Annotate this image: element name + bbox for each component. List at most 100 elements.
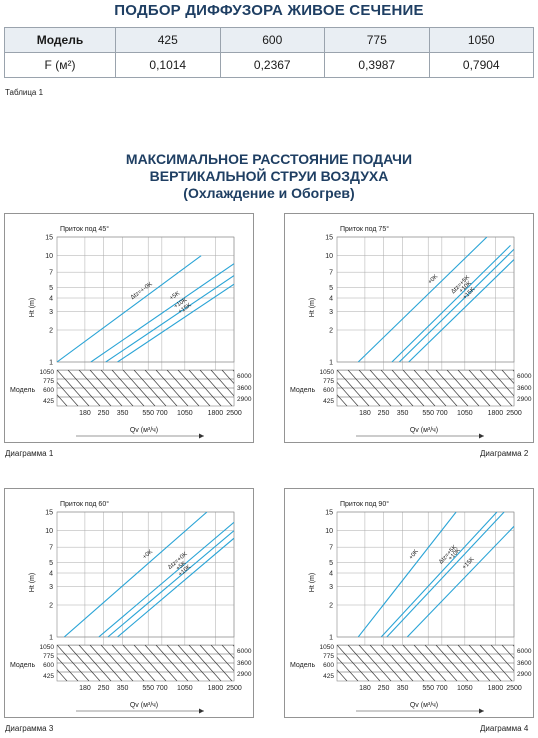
x-tick-label: 2500 — [226, 410, 242, 417]
x-tick-label: 2500 — [226, 685, 242, 692]
plot-border — [336, 511, 515, 638]
x-tick-label: 1050 — [457, 410, 473, 417]
right-tick-label: 3600 — [237, 660, 252, 667]
hatch-line — [446, 370, 480, 406]
x-tick-label: 350 — [117, 410, 129, 417]
hatch-line — [210, 645, 234, 672]
x-tick-label: 700 — [436, 410, 448, 417]
hatch-line — [358, 370, 392, 406]
table-model-cell: 775 — [324, 27, 430, 53]
hatch-line — [199, 370, 233, 406]
series-line — [357, 237, 488, 362]
diagram-caption: Диаграмма 1 — [5, 449, 54, 458]
series-label: +5K — [175, 561, 187, 573]
series-line — [63, 512, 208, 637]
y-tick-label: 3 — [49, 309, 53, 316]
chart-frame — [4, 213, 254, 443]
chart-title: Приток под 75° — [340, 225, 389, 233]
y-tick-label: 15 — [325, 510, 333, 517]
right-tick-label: 3600 — [517, 660, 532, 667]
models-label: Модель — [10, 662, 35, 669]
x-tick-label: 250 — [98, 410, 110, 417]
hatch-line — [479, 645, 513, 681]
hatch-line — [424, 370, 458, 406]
hatch-line — [221, 370, 234, 385]
y-tick-label: 15 — [45, 510, 53, 517]
x-tick-label: 1050 — [177, 410, 193, 417]
hatch-line — [122, 370, 156, 406]
right-tick-label: 3600 — [237, 385, 252, 392]
y-tick-label: 4 — [329, 571, 333, 578]
table-value-cell: 0,2367 — [219, 52, 325, 78]
hatch-line — [144, 370, 178, 406]
hatch-line — [89, 370, 123, 406]
x-tick-label: 180 — [359, 685, 371, 692]
chart-svg: 1 2 3 4 5 7 10 15 180 250 350 550 700 1050 1800 2500 +0K… — [284, 488, 534, 718]
arrow-head-icon — [199, 708, 204, 714]
hatch-line — [78, 645, 112, 681]
x-tick-label: 250 — [378, 410, 390, 417]
y-tick-label: 4 — [49, 571, 53, 578]
x-axis-label: Qv (м³/ч) — [410, 702, 438, 709]
hatch-line — [337, 381, 359, 406]
hatch-line — [133, 370, 167, 406]
right-tick-label: 2900 — [237, 671, 252, 678]
series-line — [105, 275, 234, 362]
model-tick-label: 600 — [43, 387, 54, 394]
hatch-line — [358, 645, 392, 681]
hatch-line — [188, 645, 222, 681]
hatch-line — [380, 370, 414, 406]
hatch-line — [391, 370, 425, 406]
diagram-caption: Диаграмма 2 — [480, 449, 529, 458]
right-tick-label: 6000 — [517, 648, 532, 655]
model-tick-label: 1050 — [40, 644, 55, 651]
hatch-line — [369, 370, 403, 406]
chart-frame — [284, 488, 534, 718]
hatch-line — [78, 370, 112, 406]
model-tick-label: 600 — [43, 662, 54, 669]
model-tick-label: 425 — [43, 398, 54, 405]
y-tick-label: 1 — [329, 360, 333, 367]
y-tick-label: 1 — [49, 635, 53, 642]
x-tick-label: 1050 — [457, 685, 473, 692]
series-line — [107, 530, 234, 637]
series-line — [406, 525, 514, 637]
table-model-cell: 600 — [219, 27, 325, 53]
model-tick-label: 600 — [323, 662, 334, 669]
diagram-caption: Диаграмма 3 — [5, 724, 54, 733]
y-tick-label: 5 — [49, 560, 53, 567]
hatch-line — [100, 645, 134, 681]
y-tick-label: 5 — [49, 285, 53, 292]
x-tick-label: 550 — [422, 685, 434, 692]
hatch-line — [479, 370, 513, 406]
models-label: Модель — [290, 662, 315, 669]
diagram-2: 1 2 3 4 5 7 10 15 180 250 350 550 700 1050 1800 2500 +0K… — [284, 213, 534, 448]
series-line — [357, 512, 457, 637]
right-tick-label: 3600 — [517, 385, 532, 392]
x-tick-label: 1050 — [177, 685, 193, 692]
y-tick-label: 4 — [329, 296, 333, 303]
x-axis-label: Qv (м³/ч) — [130, 427, 158, 434]
x-axis-label: Qv (м³/ч) — [130, 702, 158, 709]
y-tick-label: 1 — [49, 360, 53, 367]
models-label: Модель — [290, 387, 315, 394]
table-model-cell: 425 — [115, 27, 221, 53]
table-value-cell: 0,1014 — [115, 52, 221, 78]
hatch-line — [57, 370, 90, 406]
hatch-line — [446, 645, 480, 681]
x-tick-label: 180 — [79, 685, 91, 692]
model-tick-label: 600 — [323, 387, 334, 394]
hatch-line — [337, 645, 370, 681]
right-tick-label: 6000 — [517, 373, 532, 380]
chart-frame — [4, 488, 254, 718]
table-value-cell: 0,7904 — [428, 52, 534, 78]
x-tick-label: 350 — [397, 410, 409, 417]
y-tick-label: 2 — [49, 603, 53, 610]
model-tick-label: 425 — [323, 673, 334, 680]
series-label: +0K — [142, 549, 154, 561]
y-tick-label: 7 — [329, 545, 333, 552]
arrow-head-icon — [479, 708, 484, 714]
hatch-line — [424, 645, 458, 681]
series-line — [408, 259, 514, 362]
